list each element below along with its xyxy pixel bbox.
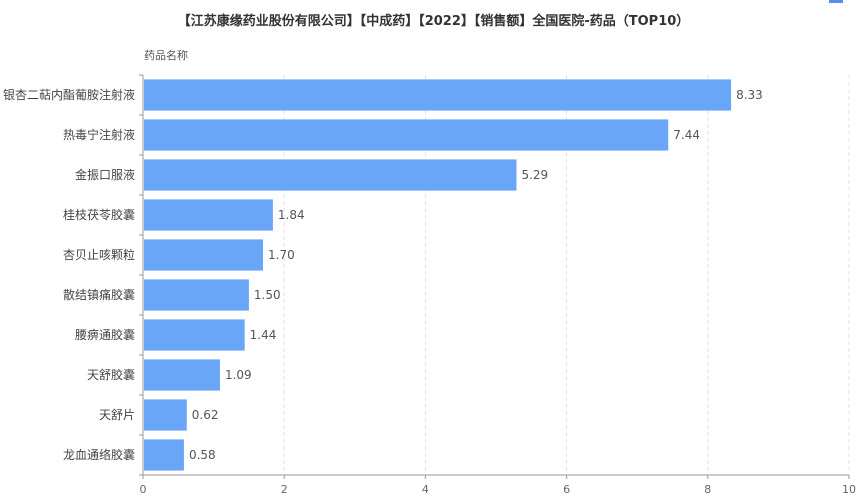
x-tick-label: 0	[140, 483, 147, 496]
axes: 0 2 4 6 8 10 银杏二萜内酯葡胺注射液热毒宁注射液金振口服液桂枝茯苓胶囊杏贝止咳颗…	[3, 74, 856, 496]
value-label: 1.44	[250, 328, 277, 342]
bar[interactable]	[144, 199, 273, 231]
bar[interactable]	[144, 439, 184, 471]
bar[interactable]	[144, 119, 669, 151]
bars: 8.33 7.44 5.29 1.84 1.70 1.50 1.44 1.09 0.62 0.58	[144, 79, 763, 471]
bar[interactable]	[144, 399, 187, 431]
value-label: 1.09	[225, 368, 252, 382]
value-label: 1.70	[268, 248, 295, 262]
value-label: 5.29	[521, 168, 548, 182]
category-label: 金振口服液	[75, 167, 135, 182]
x-tick-label: 6	[563, 483, 570, 496]
category-label: 天舒胶囊	[87, 367, 135, 382]
toolbar-marker	[829, 0, 843, 3]
value-label: 0.58	[189, 448, 216, 462]
bar[interactable]	[144, 279, 249, 311]
category-label: 散结镇痛胶囊	[63, 287, 135, 302]
value-label: 0.62	[192, 408, 219, 422]
category-label: 杏贝止咳颗粒	[63, 247, 135, 262]
category-label: 桂枝茯苓胶囊	[63, 207, 135, 222]
x-tick-label: 2	[281, 483, 288, 496]
bar[interactable]	[144, 79, 732, 111]
bar[interactable]	[144, 159, 517, 191]
value-label: 1.84	[278, 208, 305, 222]
category-label: 天舒片	[99, 408, 135, 422]
value-label: 8.33	[736, 88, 763, 102]
bar[interactable]	[144, 319, 245, 351]
x-tick-label: 8	[704, 483, 711, 496]
chart-title: 【江苏康缘药业股份有限公司】【中成药】【2022】【销售额】全国医院-药品（TO…	[177, 14, 690, 29]
bar[interactable]	[144, 239, 264, 271]
bar[interactable]	[144, 359, 220, 391]
x-tick-label: 10	[842, 483, 856, 496]
category-label: 热毒宁注射液	[63, 127, 135, 142]
x-tick-label: 4	[422, 483, 429, 496]
y-axis-title: 药品名称	[144, 48, 188, 62]
value-label: 1.50	[254, 288, 281, 302]
category-label: 龙血通络胶囊	[63, 447, 135, 462]
category-label: 银杏二萜内酯葡胺注射液	[3, 87, 135, 102]
category-label: 腰痹通胶囊	[75, 327, 135, 342]
value-label: 7.44	[673, 128, 700, 142]
